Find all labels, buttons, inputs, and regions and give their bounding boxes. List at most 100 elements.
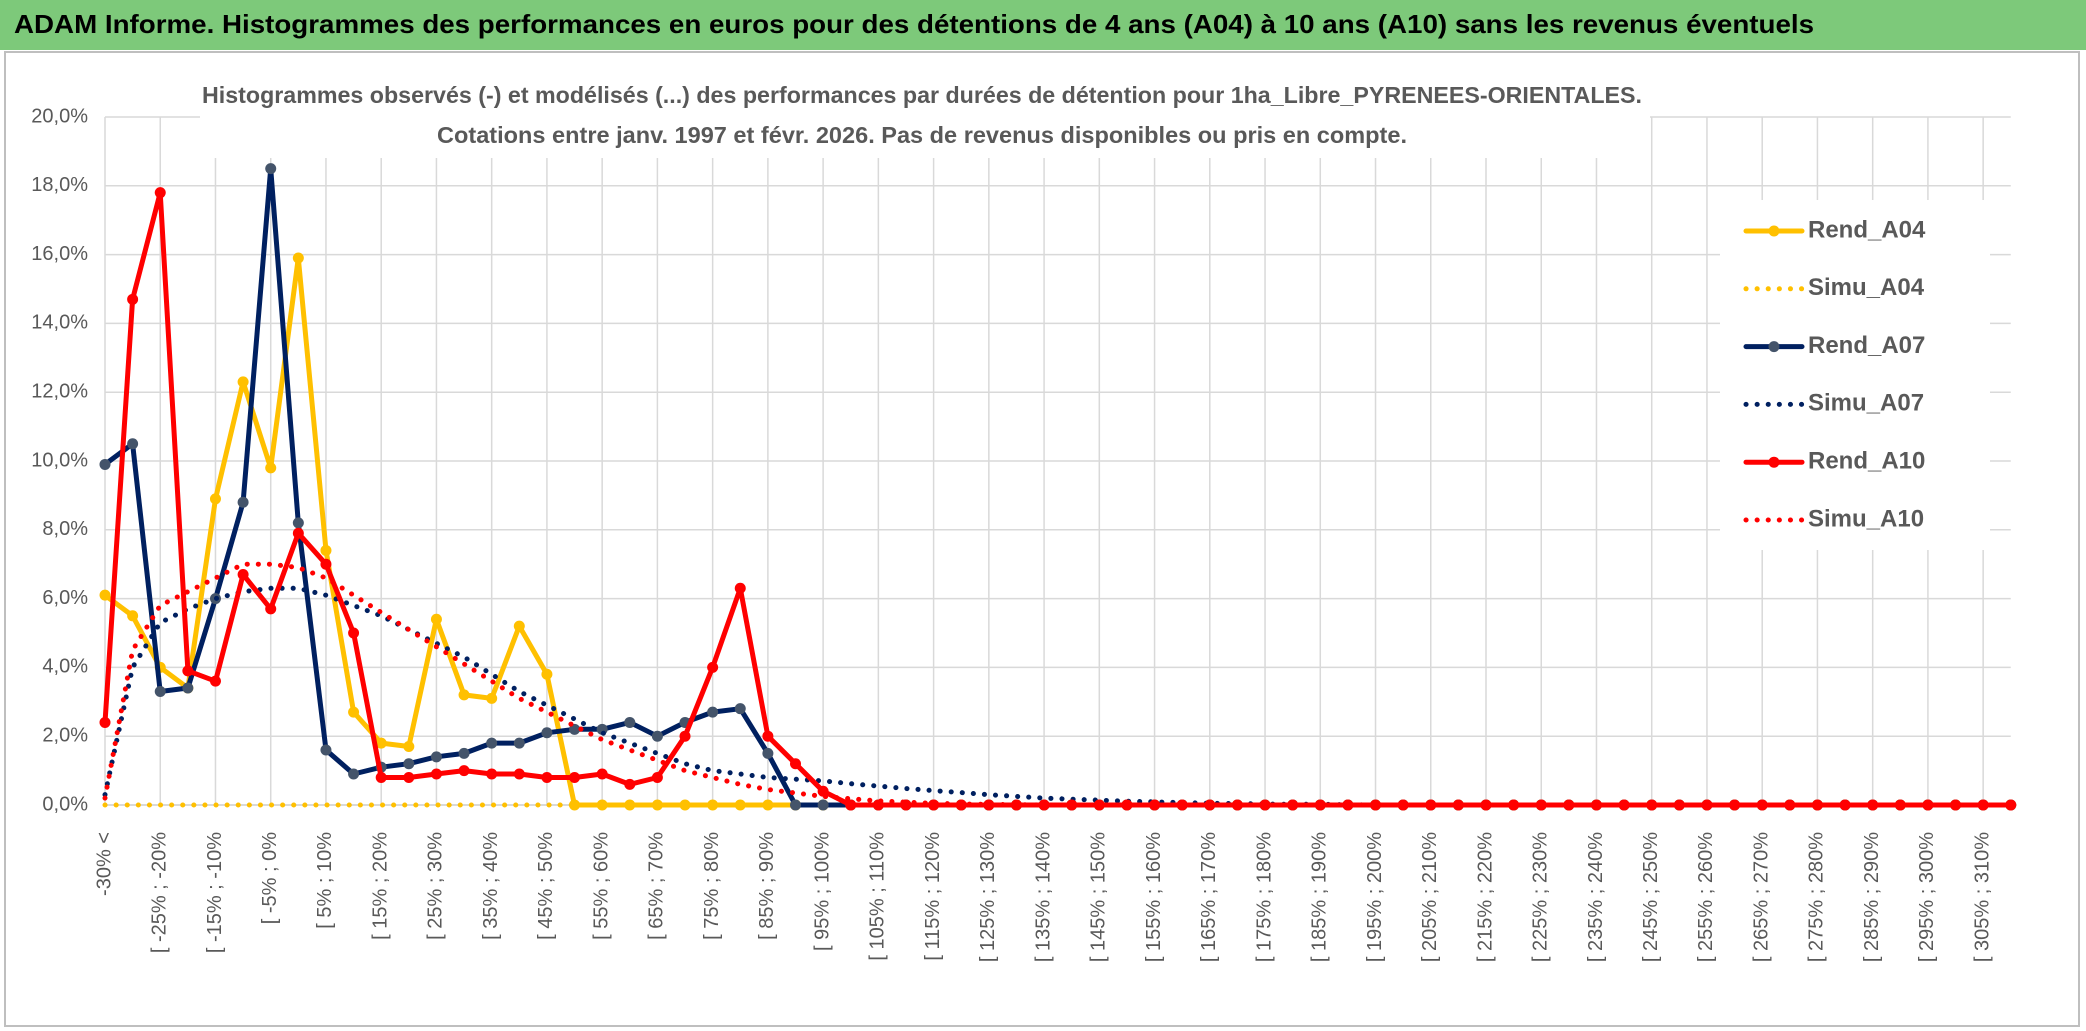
legend-label: Simu_A04 (1808, 274, 1925, 301)
data-point (1701, 799, 1713, 811)
data-point (154, 685, 166, 697)
x-tick-label: [ 195% ; 200% (1364, 832, 1386, 962)
x-tick-label: [ 85% ; 90% (756, 832, 778, 940)
data-point (1314, 799, 1326, 811)
legend-marker (1768, 225, 1780, 237)
data-point (348, 768, 360, 780)
chart-title: ADAM Informe. Histogrammes des performan… (14, 9, 1814, 39)
data-point (237, 376, 249, 388)
x-tick-label: [ 235% ; 240% (1585, 832, 1607, 962)
data-point (624, 799, 636, 811)
data-point (375, 771, 387, 783)
x-tick-label: [ 185% ; 190% (1309, 832, 1331, 962)
y-tick-label: 10,0% (31, 449, 88, 471)
data-point (679, 799, 691, 811)
data-point (651, 730, 663, 742)
data-point (790, 758, 801, 770)
data-point (624, 778, 636, 790)
legend-label: Rend_A04 (1808, 216, 1926, 243)
data-point (209, 493, 221, 505)
data-point (486, 692, 498, 704)
y-tick-label: 12,0% (31, 380, 88, 402)
legend-marker (1768, 456, 1780, 468)
series-line (102, 561, 2014, 808)
data-point (817, 785, 829, 797)
x-tick-label: -30% < (93, 832, 115, 896)
y-tick-label: 6,0% (42, 587, 88, 609)
data-point (375, 737, 387, 749)
data-point (651, 771, 663, 783)
data-point (1038, 799, 1050, 811)
data-point (1204, 799, 1216, 811)
x-tick-label: [ 25% ; 30% (425, 832, 447, 940)
data-point (541, 727, 553, 739)
data-point (1977, 799, 1989, 811)
data-point (734, 703, 746, 715)
data-point (1646, 799, 1658, 811)
data-point (817, 799, 829, 811)
data-point (265, 163, 277, 175)
header-bar (0, 0, 2086, 50)
x-tick-label: [ 75% ; 80% (701, 832, 723, 940)
data-point (1867, 799, 1879, 811)
x-tick-label: [ 115% ; 120% (922, 832, 944, 961)
data-point (762, 730, 774, 742)
data-point (458, 689, 470, 701)
data-point (486, 768, 498, 780)
y-tick-label: 18,0% (31, 174, 88, 196)
x-tick-label: [ 135% ; 140% (1032, 832, 1054, 962)
x-tick-label: [ 15% ; 20% (369, 832, 391, 940)
data-point (569, 723, 581, 735)
legend-marker (1768, 341, 1780, 353)
data-point (458, 765, 470, 777)
data-point (237, 496, 249, 508)
data-point (679, 730, 691, 742)
x-tick-label: [ 175% ; 180% (1253, 832, 1275, 962)
subtitle-background (200, 72, 1650, 158)
x-tick-label: [ 305% ; 310% (1971, 832, 1993, 962)
legend-background (1720, 200, 1990, 550)
x-tick-label: [ 145% ; 150% (1088, 832, 1110, 962)
y-tick-label: 0,0% (42, 793, 88, 815)
data-point (127, 293, 139, 305)
data-point (1149, 799, 1161, 811)
x-tick-label: [ 295% ; 300% (1916, 832, 1938, 962)
data-point (734, 582, 746, 594)
data-point (430, 751, 442, 763)
x-tick-label: [ 45% ; 50% (535, 832, 557, 940)
data-point (624, 716, 636, 728)
x-tick-label: [ 285% ; 290% (1861, 832, 1883, 962)
data-point (569, 799, 581, 811)
data-point (1425, 799, 1437, 811)
data-point (845, 799, 857, 811)
data-point (707, 799, 719, 811)
data-point (1093, 799, 1105, 811)
data-point (403, 771, 415, 783)
data-point (513, 620, 525, 632)
x-tick-label: [ 245% ; 250% (1640, 832, 1662, 962)
data-point (348, 706, 360, 718)
data-point (1590, 799, 1602, 811)
data-point (99, 589, 111, 601)
x-tick-label: [ 275% ; 280% (1806, 832, 1828, 962)
x-tick-label: [ 255% ; 260% (1695, 832, 1717, 962)
data-point (762, 799, 774, 811)
data-point (348, 627, 360, 639)
data-point (154, 187, 166, 199)
data-point (569, 771, 581, 783)
x-tick-label: [ 225% ; 230% (1530, 832, 1552, 962)
data-point (292, 527, 304, 539)
y-tick-label: 16,0% (31, 243, 88, 265)
data-point (1480, 799, 1492, 811)
data-point (513, 768, 525, 780)
data-point (237, 569, 249, 581)
data-point (127, 438, 139, 450)
data-point (403, 741, 415, 753)
data-point (651, 799, 663, 811)
data-point (292, 517, 304, 529)
data-point (790, 799, 801, 811)
x-tick-label: [ 155% ; 160% (1143, 832, 1165, 962)
data-point (430, 768, 442, 780)
data-point (320, 558, 332, 570)
